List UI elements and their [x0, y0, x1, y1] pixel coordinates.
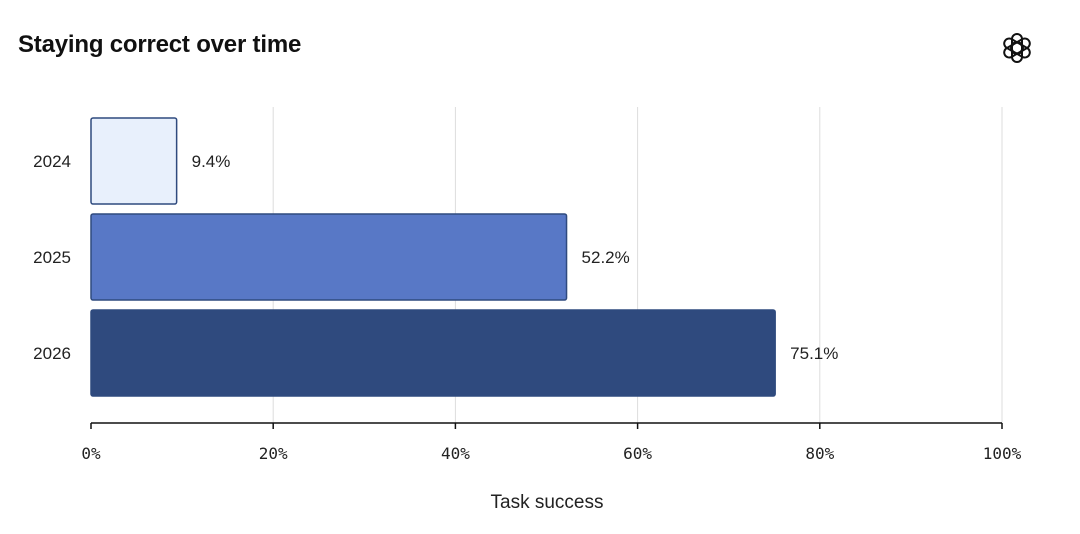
chart-title: Staying correct over time	[18, 31, 302, 58]
bar-2026	[90, 309, 776, 397]
x-tick-label: 20%	[259, 444, 288, 463]
category-label: 2026	[33, 344, 71, 363]
x-tick-label: 100%	[983, 444, 1022, 463]
category-label: 2024	[33, 152, 71, 171]
openai-logo-icon	[1003, 33, 1031, 63]
bar-2024	[90, 117, 178, 205]
value-label: 75.1%	[790, 344, 838, 363]
category-label: 2025	[33, 248, 71, 267]
value-labels: 9.4% 52.2% 75.1%	[192, 152, 839, 363]
x-axis: 0% 20% 40% 60% 80% 100%	[81, 422, 1022, 463]
bar-2025	[90, 213, 568, 301]
bars	[90, 117, 776, 397]
x-tick-label: 60%	[623, 444, 652, 463]
x-axis-title: Task success	[491, 492, 604, 513]
value-label: 52.2%	[582, 248, 630, 267]
x-tick-label: 80%	[805, 444, 834, 463]
value-label: 9.4%	[192, 152, 231, 171]
category-labels: 2024 2025 2026	[33, 152, 71, 363]
x-tick-label: 0%	[81, 444, 101, 463]
x-tick-label: 40%	[441, 444, 470, 463]
